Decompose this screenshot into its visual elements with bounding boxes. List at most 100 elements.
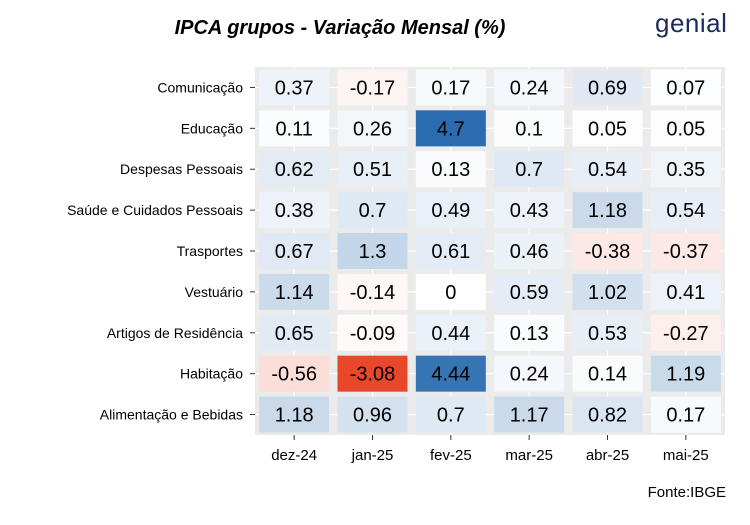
cell-value-label: -0.38 [585,241,631,263]
heatmap-cell [415,110,486,147]
y-tick-label: Despesas Pessoais [120,161,243,177]
heatmap-cell [337,396,408,433]
cell-value-label: 0.07 [666,77,705,99]
heatmap-cell [415,151,486,188]
heatmap-cell [415,273,486,310]
cell-value-label: 0.05 [588,118,627,140]
cell-value-label: -0.09 [350,323,396,345]
heatmap-cell [337,110,408,147]
cell-value-label: 0.54 [666,200,705,222]
cell-value-label: 0.11 [275,118,312,140]
cell-value-label: 1.14 [275,282,314,304]
source-note: Fonte:IBGE [647,484,726,501]
y-tick-label: Educação [181,120,243,136]
cell-value-label: 0.62 [275,159,314,181]
heatmap-cell [259,233,330,269]
cell-value-label: 4.7 [437,118,465,140]
y-tick-label: Comunicação [157,79,243,95]
x-tick-label: fev-25 [430,447,472,464]
cell-value-label: 0.1 [515,118,543,140]
cell-value-label: 0.13 [431,159,470,181]
cell-value-label: 0.17 [666,405,705,427]
cell-value-label: 0.46 [510,241,549,263]
cell-value-label: 0.17 [431,77,470,99]
cell-value-label: 0.51 [353,159,392,181]
heatmap-cell [259,110,330,147]
heatmap-cell [337,273,408,310]
cell-value-label: 0.53 [588,323,627,345]
cell-value-label: 0.96 [353,405,392,427]
cell-value-label: -0.14 [350,282,396,304]
cell-value-label: 0.7 [437,405,465,427]
cell-value-label: 1.02 [588,282,627,304]
heatmap-cell [650,233,721,269]
x-tick-label: abr-25 [586,447,629,464]
heatmap-cell [650,69,721,106]
heatmap-cell [572,233,643,269]
cell-value-label: 0.59 [510,282,549,304]
y-tick-label: Artigos de Residência [107,325,243,341]
cell-value-label: -0.56 [271,364,317,386]
heatmap-cell [259,273,330,310]
heatmap-cell [494,273,565,310]
cell-value-label: -0.37 [663,241,709,263]
cell-value-label: 1.3 [359,241,387,263]
cell-value-label: 4.44 [431,364,470,386]
heatmap-cell [259,396,330,433]
heatmap-cell [337,69,408,106]
heatmap-cell [337,192,408,229]
heatmap-cell [259,151,330,188]
heatmap-cell [337,355,408,392]
heatmap-cell [494,233,565,269]
heatmap-cell [650,151,721,188]
heatmap-cell [415,396,486,433]
cell-value-label: 0.49 [431,200,470,222]
cell-value-label: 0.82 [588,405,627,427]
heatmap-cell [415,192,486,229]
heatmap-cell [650,396,721,433]
heatmap-cell [259,314,330,351]
cell-value-label: 0 [445,282,456,304]
cell-value-label: 0.67 [275,241,314,263]
heatmap-cell [650,110,721,147]
heatmap-cell [259,69,330,106]
chart-title: IPCA grupos - Variação Mensal (%) [174,17,506,39]
heatmap-cell [650,273,721,310]
y-tick-label: Vestuário [185,284,244,300]
cell-value-label: 0.44 [431,323,470,345]
heatmap-cell [337,233,408,269]
y-tick-label: Trasportes [177,243,243,259]
cell-value-label: 0.26 [353,118,392,140]
y-tick-label: Habitação [180,366,243,382]
cell-value-label: 0.41 [666,282,705,304]
x-tick-label: mai-25 [663,447,709,464]
heatmap-cell [494,396,565,433]
heatmap-cell [494,314,565,351]
heatmap-cell [572,69,643,106]
cell-value-label: 0.13 [510,323,549,345]
heatmap-cell [494,151,565,188]
cell-value-label: 0.7 [515,159,543,181]
heatmap-cell [572,355,643,392]
cell-value-label: -0.17 [350,77,396,99]
heatmap-cell [337,314,408,351]
brand-logo: genial [655,8,728,38]
heatmap-cell [259,355,330,392]
heatmap-cell [650,314,721,351]
cell-value-label: 1.18 [275,405,314,427]
heatmap-cell [415,69,486,106]
heatmap-cell [415,233,486,269]
cell-value-label: 0.24 [510,77,549,99]
cell-value-label: 0.7 [359,200,387,222]
cell-value-label: 0.35 [666,159,705,181]
x-tick-label: dez-24 [271,447,317,464]
cell-value-label: 0.43 [510,200,549,222]
heatmap-cell [494,355,565,392]
heatmap-cell [259,192,330,229]
cell-value-label: 0.14 [588,364,627,386]
cell-value-label: 0.65 [275,323,314,345]
cell-value-label: 1.18 [588,200,627,222]
cell-value-label: 0.69 [588,77,627,99]
cell-value-label: 1.17 [510,405,549,427]
